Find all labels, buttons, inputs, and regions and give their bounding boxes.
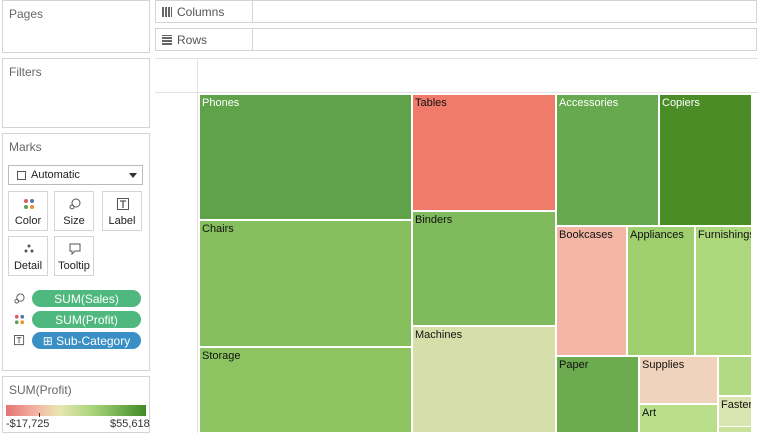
pages-title: Pages <box>9 7 44 21</box>
size-button-label: Size <box>63 215 85 227</box>
treemap-tile-label: Copiers <box>662 97 700 109</box>
profit-legend-card[interactable]: SUM(Profit) <box>2 376 150 433</box>
treemap-tile-label: Paper <box>559 359 589 371</box>
treemap-tile-label: Machines <box>415 329 463 341</box>
treemap-tile-machines[interactable]: Machines <box>412 326 556 433</box>
treemap-tile-label: Supplies <box>642 359 685 371</box>
tooltip-button-label: Tooltip <box>58 260 90 272</box>
filters-card[interactable]: Filters <box>2 58 150 128</box>
treemap-tile-label: Tables <box>415 97 447 109</box>
rows-icon <box>162 34 172 45</box>
treemap-tile-labels[interactable]: Labels <box>718 356 752 396</box>
detail-dots-icon <box>24 244 34 253</box>
columns-label: Columns <box>177 4 225 19</box>
legend-max-label: $55,618 <box>110 418 150 430</box>
treemap-tile-label: Binders <box>415 214 453 226</box>
chevron-down-icon <box>129 173 137 178</box>
tooltip-button[interactable]: Tooltip <box>54 236 94 276</box>
treemap-tile-copiers[interactable]: Copiers <box>659 94 752 226</box>
detail-button[interactable]: Detail <box>8 236 48 276</box>
text-label-icon <box>117 198 129 210</box>
treemap-tile-label: Accessories <box>559 97 619 109</box>
legend-min-label: -$17,725 <box>6 418 50 430</box>
header-divider-v <box>197 58 198 433</box>
treemap-tile-label: Fasteners <box>721 399 751 411</box>
color-legend-gradient <box>6 405 146 416</box>
square-icon <box>17 170 26 180</box>
columns-icon <box>162 6 172 17</box>
label-button[interactable]: Label <box>102 191 142 231</box>
treemap-tile-label: Storage <box>202 350 241 362</box>
mark-type-dropdown[interactable]: Automatic <box>8 165 143 185</box>
pill-sub-category[interactable]: ⊞ Sub-Category <box>32 332 141 349</box>
treemap-tile-label: Phones <box>202 97 240 109</box>
filters-title: Filters <box>9 65 42 79</box>
treemap-tile-binders[interactable]: Binders <box>412 211 556 326</box>
color-button-label: Color <box>14 215 42 227</box>
header-divider-h <box>155 92 758 93</box>
color-dots-icon <box>14 314 25 328</box>
treemap-tile-art[interactable]: Art <box>639 404 718 433</box>
pill-sum-sales[interactable]: SUM(Sales) <box>32 290 141 307</box>
pill-sum-profit[interactable]: SUM(Profit) <box>32 311 141 328</box>
size-icon <box>14 293 25 307</box>
legend-title: SUM(Profit) <box>9 383 72 397</box>
marks-title: Marks <box>9 140 42 154</box>
treemap-tile-label: Chairs <box>202 223 234 235</box>
treemap-tile-label: Bookcases <box>559 229 613 241</box>
treemap-tile-accessories[interactable]: Accessories <box>556 94 659 226</box>
treemap-tile-label: Appliances <box>630 229 684 241</box>
mark-type-value: Automatic <box>31 169 80 181</box>
columns-shelf[interactable]: Columns <box>155 0 757 23</box>
detail-button-label: Detail <box>13 260 43 272</box>
treemap-tile-appliances[interactable]: Appliances <box>627 226 695 356</box>
tooltip-icon <box>69 243 81 255</box>
size-button[interactable]: Size <box>54 191 94 231</box>
treemap-tile-supplies[interactable]: Supplies <box>639 356 718 404</box>
size-icon <box>69 198 81 210</box>
treemap-tile-envelopes[interactable]: Envelopes <box>718 426 752 433</box>
treemap-tile-chairs[interactable]: Chairs <box>199 220 412 347</box>
treemap-tile-paper[interactable]: Paper <box>556 356 639 433</box>
color-button[interactable]: Color <box>8 191 48 231</box>
treemap-tile-label: Art <box>642 407 657 419</box>
treemap-tile-tables[interactable]: Tables <box>412 94 556 211</box>
treemap-tile-storage[interactable]: Storage <box>199 347 412 433</box>
treemap-tile-phones[interactable]: Phones <box>199 94 412 220</box>
legend-zero-tick <box>39 413 40 417</box>
treemap-tile-label: Furnishings <box>698 229 752 241</box>
text-label-icon <box>13 335 25 349</box>
treemap-tile-furnishings[interactable]: Furnishings <box>695 226 752 356</box>
label-button-label: Label <box>108 215 136 227</box>
rows-shelf[interactable]: Rows <box>155 28 757 51</box>
treemap-tile-bookcases[interactable]: Bookcases <box>556 226 627 356</box>
pages-card[interactable]: Pages <box>2 0 150 53</box>
color-dots-icon <box>24 199 34 209</box>
rows-label: Rows <box>177 32 208 47</box>
